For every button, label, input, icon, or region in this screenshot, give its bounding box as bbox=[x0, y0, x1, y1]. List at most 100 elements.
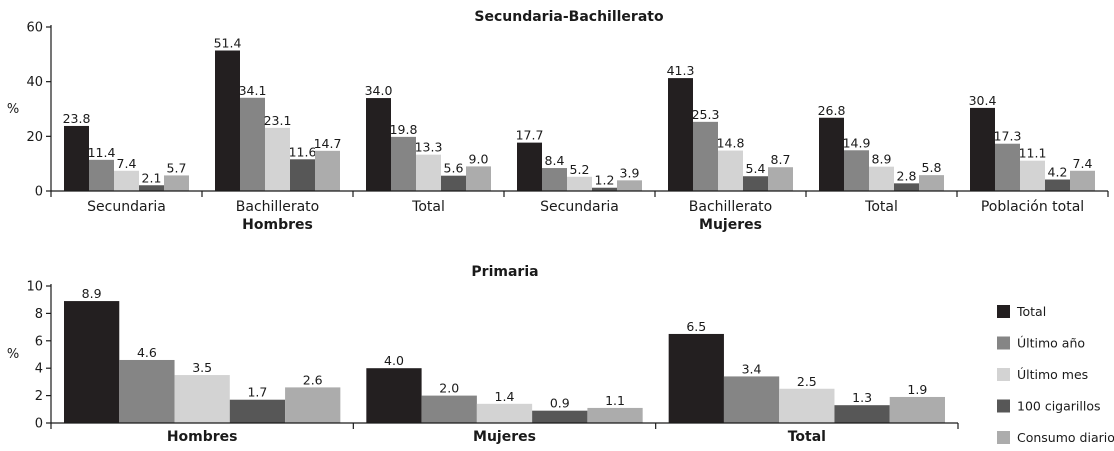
data-label: 2.8 bbox=[897, 168, 917, 183]
bar-consumo-diario-total-2 bbox=[889, 396, 945, 423]
data-label: 2.1 bbox=[142, 170, 162, 185]
y-tick-label: 2 bbox=[35, 389, 43, 404]
bar-ultimo-mes-secundaria-3 bbox=[567, 176, 592, 191]
legend-label-100-cigarillos: 100 cigarillos bbox=[1017, 399, 1101, 414]
y-tick-label: 4 bbox=[35, 362, 43, 377]
bar-ultimo-mes-poblacion-total-6 bbox=[1020, 160, 1045, 191]
data-label: 4.2 bbox=[1048, 165, 1068, 180]
data-label: 1.7 bbox=[247, 385, 267, 400]
data-label: 2.5 bbox=[797, 374, 817, 389]
y-tick-label: 0 bbox=[35, 417, 43, 432]
x-tick-label-total: Total bbox=[788, 429, 826, 445]
data-label: 1.3 bbox=[852, 390, 872, 405]
x-tick-label-hombres: Hombres bbox=[167, 429, 238, 445]
legend-label-ultimo-ano: Último año bbox=[1017, 336, 1085, 351]
data-label: 5.7 bbox=[167, 160, 187, 175]
bar-100-cigarillos-mujeres-1 bbox=[532, 410, 588, 423]
chart-title: Primaria bbox=[471, 264, 538, 280]
data-label: 3.9 bbox=[620, 165, 640, 180]
y-tick-label: 8 bbox=[35, 307, 43, 322]
data-label: 0.9 bbox=[550, 396, 570, 411]
y-tick-label: 40 bbox=[26, 75, 43, 90]
bar-100-cigarillos-bachillerato-1 bbox=[290, 159, 315, 191]
x-tick-label-mujeres: Mujeres bbox=[473, 429, 536, 445]
bar-total-poblacion-total-6 bbox=[970, 107, 995, 191]
data-label: 9.0 bbox=[469, 151, 489, 166]
data-label: 3.4 bbox=[742, 361, 762, 376]
data-label: 23.1 bbox=[264, 113, 292, 128]
data-label: 8.9 bbox=[82, 286, 102, 301]
bar-ultimo-ano-secundaria-3 bbox=[542, 168, 567, 191]
x-tick-label-poblacion-total: Población total bbox=[981, 199, 1084, 215]
legend-swatch-ultimo-mes bbox=[997, 368, 1010, 381]
bar-total-secundaria-3 bbox=[517, 142, 542, 191]
bar-total-hombres-0 bbox=[64, 301, 120, 423]
bar-total-total-2 bbox=[668, 333, 724, 423]
bar-consumo-diario-total-5 bbox=[919, 175, 944, 191]
bar-100-cigarillos-total-5 bbox=[894, 183, 919, 191]
data-label: 23.8 bbox=[63, 111, 91, 126]
bar-ultimo-ano-total-2 bbox=[391, 136, 416, 191]
x-tick-label-total: Total bbox=[864, 199, 898, 215]
bar-ultimo-ano-total-5 bbox=[844, 150, 869, 191]
bar-total-secundaria-0 bbox=[64, 125, 89, 191]
bar-total-total-2 bbox=[366, 98, 391, 191]
data-label: 1.2 bbox=[595, 173, 615, 188]
x-tick-label-total: Total bbox=[411, 199, 445, 215]
data-label: 51.4 bbox=[214, 36, 242, 51]
x-tick-label-secundaria: Secundaria bbox=[87, 199, 166, 215]
data-label: 7.4 bbox=[1073, 156, 1093, 171]
legend-swatch-consumo-diario bbox=[997, 431, 1010, 444]
bar-ultimo-mes-mujeres-1 bbox=[476, 403, 533, 423]
legend-label-ultimo-mes: Último mes bbox=[1017, 367, 1088, 382]
data-label: 19.8 bbox=[390, 122, 418, 137]
y-tick-label: 6 bbox=[35, 334, 43, 349]
data-label: 4.6 bbox=[137, 345, 157, 360]
bar-consumo-diario-bachillerato-1 bbox=[315, 150, 340, 191]
y-tick-label: 0 bbox=[35, 185, 43, 200]
data-label: 34.1 bbox=[239, 83, 267, 98]
group-label-mujeres: Mujeres bbox=[699, 217, 762, 233]
data-label: 26.8 bbox=[818, 103, 846, 118]
bar-ultimo-mes-total-5 bbox=[869, 166, 894, 191]
bar-ultimo-ano-poblacion-total-6 bbox=[995, 143, 1020, 191]
data-label: 11.4 bbox=[88, 145, 116, 160]
legend-label-total: Total bbox=[1016, 304, 1046, 319]
data-label: 8.9 bbox=[872, 152, 892, 167]
bar-total-total-5 bbox=[819, 117, 844, 191]
bar-ultimo-mes-total-2 bbox=[416, 154, 441, 191]
group-label-hombres: Hombres bbox=[242, 217, 313, 233]
data-label: 30.4 bbox=[969, 93, 997, 108]
bar-ultimo-ano-bachillerato-1 bbox=[240, 97, 265, 191]
bar-100-cigarillos-hombres-0 bbox=[229, 399, 286, 423]
y-axis-label: % bbox=[7, 347, 19, 362]
bar-100-cigarillos-total-2 bbox=[441, 175, 466, 191]
data-label: 1.4 bbox=[495, 389, 515, 404]
secundaria-bachillerato-chart: Secundaria-Bachillerato% 23.8 51.4 34.0 17.7… bbox=[7, 9, 1109, 233]
bar-ultimo-mes-hombres-0 bbox=[174, 375, 230, 423]
bar-100-cigarillos-bachillerato-4 bbox=[743, 176, 768, 191]
primaria-chart: Primaria% 8.9 4.0 6.5 4.6 2.0 3.4 3.5 1.4 2.5 1.7 0… bbox=[7, 264, 959, 445]
data-label: 6.5 bbox=[686, 319, 706, 334]
data-label: 4.0 bbox=[384, 353, 404, 368]
data-label: 2.0 bbox=[439, 381, 459, 396]
data-label: 1.1 bbox=[605, 393, 625, 408]
data-label: 14.9 bbox=[843, 135, 871, 150]
bar-ultimo-mes-bachillerato-4 bbox=[718, 150, 743, 191]
x-tick-label-bachillerato: Bachillerato bbox=[689, 199, 772, 215]
legend: Total Último año Último mes 100 cigarillos C… bbox=[997, 304, 1114, 445]
bar-ultimo-mes-bachillerato-1 bbox=[265, 127, 290, 191]
x-tick-label-secundaria: Secundaria bbox=[540, 199, 619, 215]
bar-consumo-diario-total-2 bbox=[466, 166, 491, 191]
data-label: 5.4 bbox=[746, 161, 766, 176]
bar-consumo-diario-bachillerato-4 bbox=[768, 167, 793, 191]
bar-100-cigarillos-total-2 bbox=[834, 405, 890, 423]
data-label: 8.7 bbox=[771, 152, 791, 167]
y-tick-label: 20 bbox=[26, 130, 43, 145]
data-label: 5.2 bbox=[570, 162, 590, 177]
bar-ultimo-mes-total-2 bbox=[779, 388, 835, 423]
data-label: 1.9 bbox=[907, 382, 927, 397]
data-label: 13.3 bbox=[415, 140, 443, 155]
bar-consumo-diario-poblacion-total-6 bbox=[1070, 170, 1095, 191]
